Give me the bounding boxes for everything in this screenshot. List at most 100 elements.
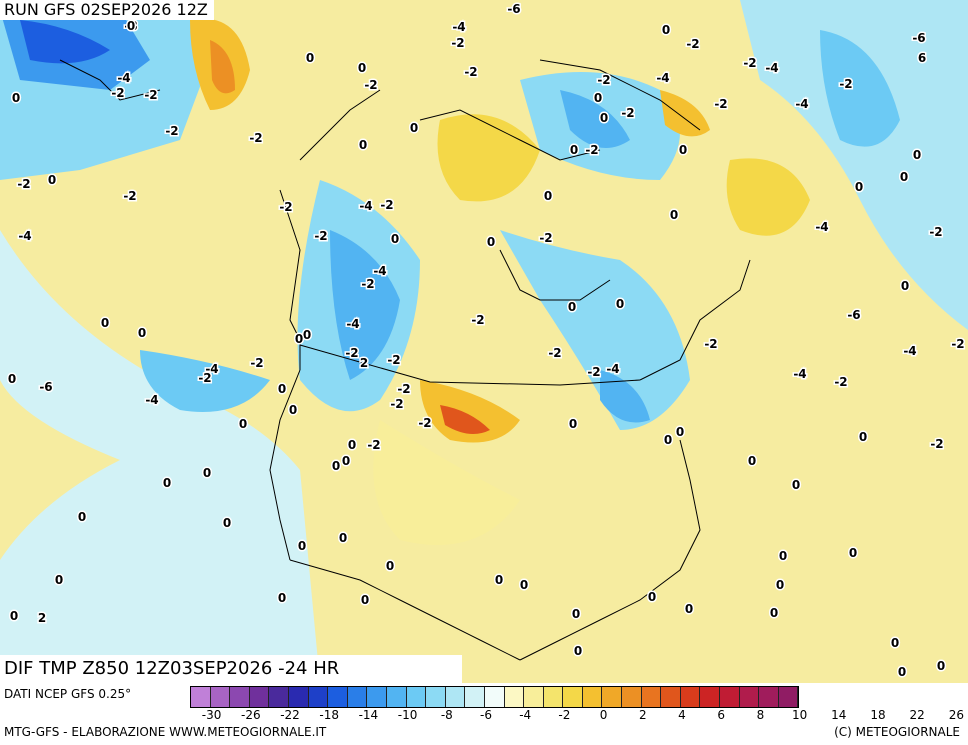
contour-label: 0 xyxy=(127,19,135,33)
colorbar-cell xyxy=(622,687,642,707)
colorbar-tick-label: 0 xyxy=(599,708,608,722)
contour-label: 6 xyxy=(918,51,926,65)
contour-label: -2 xyxy=(930,437,943,451)
colorbar-tick-label: -10 xyxy=(397,708,418,722)
contour-label: 0 xyxy=(572,607,580,621)
contour-label: -2 xyxy=(165,124,178,138)
colorbar-tick-label: 8 xyxy=(756,708,765,722)
contour-label: -4 xyxy=(18,229,31,243)
contour-label: 0 xyxy=(616,297,624,311)
contour-label: -2 xyxy=(387,353,400,367)
contour-label: 0 xyxy=(937,659,945,673)
contour-label: 0 xyxy=(289,403,297,417)
contour-label: -2 xyxy=(743,56,756,70)
colorbar-cell xyxy=(386,687,407,707)
colorbar-tick-label: 2 xyxy=(638,708,647,722)
colorbar-tick-label: -2 xyxy=(558,708,571,722)
contour-label: -2 xyxy=(144,88,157,102)
contour-label: 0 xyxy=(48,173,56,187)
contour-label: -4 xyxy=(815,220,828,234)
colorbar-cell xyxy=(308,687,329,707)
contour-label: -4 xyxy=(117,71,130,85)
colorbar-cell xyxy=(230,687,250,707)
contour-label: 0 xyxy=(676,425,684,439)
contour-label: -4 xyxy=(452,20,465,34)
contour-label: 0 xyxy=(600,111,608,125)
credit-left: MTG-GFS - ELABORAZIONE WWW.METEOGIORNALE… xyxy=(4,725,327,739)
contour-label: -2 xyxy=(17,177,30,191)
contour-label: 0 xyxy=(163,476,171,490)
contour-label: -2 xyxy=(249,131,262,145)
contour-label: 0 xyxy=(239,417,247,431)
contour-label: 0 xyxy=(303,328,311,342)
contour-label: -2 xyxy=(704,337,717,351)
contour-label: -4 xyxy=(765,61,778,75)
contour-label: 0 xyxy=(900,170,908,184)
contour-label: -2 xyxy=(111,86,124,100)
contour-label: -4 xyxy=(795,97,808,111)
contour-label: 0 xyxy=(55,573,63,587)
contour-label: -2 xyxy=(714,97,727,111)
contour-label: 0 xyxy=(10,609,18,623)
contour-label: -4 xyxy=(793,367,806,381)
contour-label: 0 xyxy=(855,180,863,194)
colorbar-cell xyxy=(445,687,466,707)
legend-area: DATI NCEP GFS 0.25° xyxy=(0,683,968,745)
contour-label: -4 xyxy=(606,362,619,376)
credit-right: (C) METEOGIORNALE xyxy=(834,725,960,739)
contour-label: 0 xyxy=(574,644,582,658)
contour-label: -4 xyxy=(145,393,158,407)
contour-label: -6 xyxy=(39,380,52,394)
colorbar-cell xyxy=(347,687,368,707)
contour-label: -4 xyxy=(346,317,359,331)
contour-label: -2 xyxy=(418,416,431,430)
contour-label: 0 xyxy=(901,279,909,293)
contour-label: 0 xyxy=(913,148,921,162)
contour-label: -8 xyxy=(124,19,137,33)
contour-label: -2 xyxy=(123,189,136,203)
colorbar-cell xyxy=(680,687,701,707)
contour-label: 0 xyxy=(8,372,16,386)
colorbar-tick-label: -26 xyxy=(240,708,261,722)
contour-label: 0 xyxy=(544,189,552,203)
colorbar-tick-label: 14 xyxy=(831,708,847,722)
contour-label: 0 xyxy=(203,466,211,480)
contour-label: 0 xyxy=(670,208,678,222)
contour-label: 0 xyxy=(570,143,578,157)
contour-label: 0 xyxy=(849,546,857,560)
contour-label: -2 xyxy=(539,231,552,245)
colorbar-tick-label: -14 xyxy=(358,708,379,722)
contour-label: -2 xyxy=(367,438,380,452)
contour-label: -2 xyxy=(361,277,374,291)
contour-label: -2 xyxy=(451,36,464,50)
colorbar-tick-label: -6 xyxy=(480,708,492,722)
colorbar-cell xyxy=(288,687,309,707)
colorbar-cell xyxy=(328,687,348,707)
colorbar-cell xyxy=(249,687,270,707)
contour-label: -2 xyxy=(390,397,403,411)
colorbar-tick-label: -4 xyxy=(519,708,532,722)
contour-label: 0 xyxy=(495,573,503,587)
contour-label: -6 xyxy=(912,31,925,45)
colorbar-cell xyxy=(543,687,564,707)
contour-label: 0 xyxy=(664,433,672,447)
contour-label: 0 xyxy=(361,593,369,607)
colorbar-cell xyxy=(759,687,779,707)
contour-label: -2 xyxy=(597,73,610,87)
contour-label: 0 xyxy=(568,300,576,314)
colorbar-cell xyxy=(700,687,721,707)
colorbar-cell xyxy=(406,687,427,707)
contour-label: -2 xyxy=(464,65,477,79)
colorbar-cell xyxy=(602,687,623,707)
contour-label: 0 xyxy=(594,91,602,105)
contour-label: -6 xyxy=(507,2,520,16)
contour-label: -2 xyxy=(686,37,699,51)
colorbar-tick-label: 4 xyxy=(678,708,686,722)
colorbar-cell xyxy=(367,687,387,707)
contour-label: -4 xyxy=(205,362,218,376)
colorbar-cell xyxy=(210,687,231,707)
contour-label: -2 xyxy=(621,106,634,120)
colorbar-cell xyxy=(524,687,544,707)
contour-label: 0 xyxy=(520,578,528,592)
colorbar-tick-label: 26 xyxy=(948,708,965,722)
